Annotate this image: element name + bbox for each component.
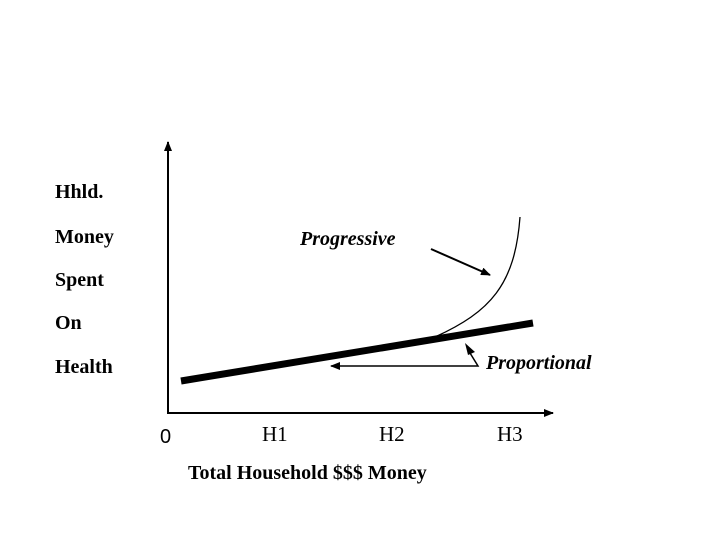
progressive-curve bbox=[434, 216, 521, 338]
proportional-line bbox=[180, 319, 534, 385]
x-tick-h2: H2 bbox=[379, 422, 405, 446]
x-tick-h1: H1 bbox=[262, 422, 288, 446]
y-axis-label-line-4: On bbox=[55, 312, 82, 334]
proportional-pointer-arrowhead-top bbox=[465, 343, 475, 355]
y-axis-label-line-3: Spent bbox=[55, 269, 104, 291]
progressive-pointer-arrow bbox=[430, 248, 491, 276]
x-tick-0: 0 bbox=[160, 426, 172, 448]
y-axis-label-line-2: Money bbox=[55, 226, 114, 248]
y-axis-label-line-5: Health bbox=[55, 356, 113, 378]
y-axis-label-line-1: Hhld. bbox=[55, 181, 104, 203]
proportional-pointer-arrow bbox=[330, 352, 480, 370]
x-tick-h3: H3 bbox=[497, 422, 523, 446]
proportional-label: Proportional bbox=[486, 352, 592, 374]
progressive-label: Progressive bbox=[300, 228, 396, 250]
x-axis-label: Total Household $$$ Money bbox=[188, 462, 427, 484]
